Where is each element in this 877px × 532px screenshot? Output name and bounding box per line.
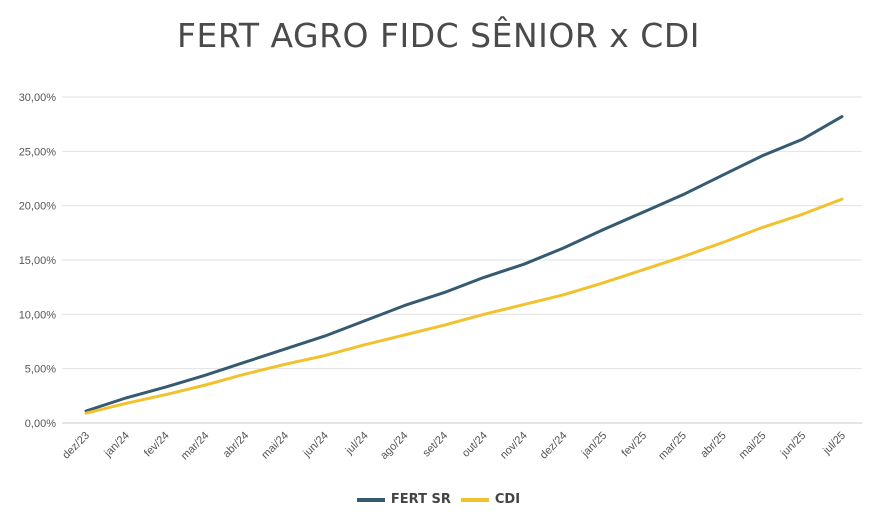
x-tick-label: fev/25 [619,430,649,460]
y-tick-label: 30,00% [19,92,57,104]
legend-item-cdi: CDI [460,492,521,507]
y-tick-label: 5,00% [25,364,56,376]
x-tick-label: set/24 [421,430,451,460]
legend-label-fert-sr: FERT SR [390,492,451,507]
x-tick-label: dez/23 [60,430,92,462]
x-tick-label: ago/24 [378,430,410,462]
x-tick-label: mai/24 [259,430,291,462]
y-tick-label: 10,00% [19,309,57,321]
y-tick-label: 15,00% [19,255,57,267]
gridlines [62,96,862,424]
line-chart: 0,00% 5,00% 10,00% 15,00% 20,00% 25,00% 30,00%… [19,92,862,463]
x-tick-label: abr/25 [698,430,729,461]
legend: FERT SR CDI [0,492,877,507]
x-tick-label: jun/24 [300,430,330,460]
x-tick-label: jan/24 [102,430,132,460]
x-tick-label: dez/24 [538,430,570,462]
x-tick-label: mar/25 [656,430,689,463]
x-tick-label: abr/24 [221,430,252,461]
series-lines [84,115,844,415]
series-line-fert-sr [84,115,844,413]
y-tick-label: 25,00% [19,146,57,158]
series-line-cdi [84,197,844,415]
x-tick-label: out/24 [460,430,490,460]
x-tick-label: jul/24 [343,430,371,458]
x-tick-label: jul/25 [820,430,848,458]
y-axis-ticks: 0,00% 5,00% 10,00% 15,00% 20,00% 25,00% 30,00% [19,92,57,430]
y-tick-label: 0,00% [25,418,56,430]
x-tick-label: nov/24 [498,430,530,462]
legend-label-cdi: CDI [494,492,521,507]
x-tick-label: jan/25 [579,430,609,460]
x-tick-label: fev/24 [142,430,172,460]
chart-title: FERT AGRO FIDC SÊNIOR x CDI [177,16,700,55]
x-tick-label: jun/25 [778,430,808,460]
legend-swatch-cdi [460,497,489,502]
legend-swatch-fert-sr [356,497,385,502]
x-axis-ticks: dez/23 jan/24 fev/24 mar/24 abr/24 mai/24 jun/… [60,430,848,463]
y-tick-label: 20,00% [19,201,57,213]
legend-item-fert-sr: FERT SR [356,492,451,507]
x-tick-label: mai/25 [737,430,769,462]
x-tick-label: mar/24 [179,430,212,463]
